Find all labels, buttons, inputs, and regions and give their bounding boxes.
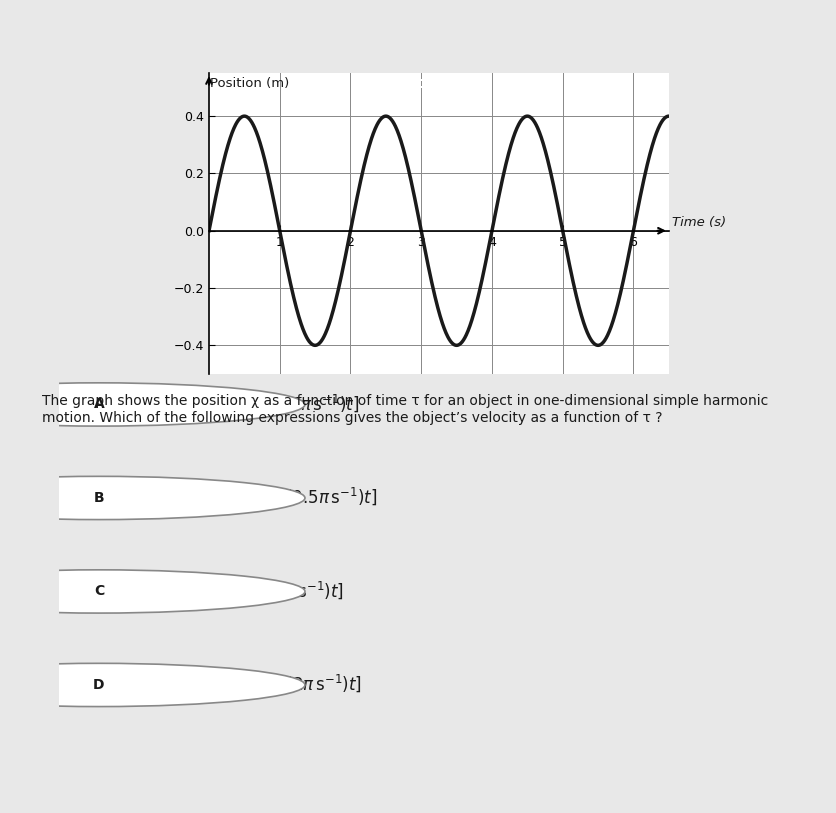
Text: B: B bbox=[94, 491, 104, 505]
Text: motion. Which of the following expressions gives the object’s velocity as a func: motion. Which of the following expressio… bbox=[42, 411, 662, 424]
Text: 5 minutes left.: 5 minutes left. bbox=[357, 76, 482, 91]
Text: Position (m): Position (m) bbox=[210, 77, 289, 90]
Circle shape bbox=[0, 570, 305, 613]
Text: $\left(0.2\pi\,\frac{\mathrm{m}}{\mathrm{s}}\right)\sin\left[(0.5\pi\,\mathrm{s}: $\left(0.2\pi\,\frac{\mathrm{m}}{\mathrm… bbox=[169, 392, 359, 417]
Text: A: A bbox=[94, 398, 104, 411]
Text: $-\left(0.2\pi\,\frac{\mathrm{m}}{\mathrm{s}}\right)\cos\left[(0.5\pi\,\mathrm{s: $-\left(0.2\pi\,\frac{\mathrm{m}}{\mathr… bbox=[169, 485, 377, 511]
Text: Time (s): Time (s) bbox=[672, 216, 726, 229]
Text: The graph shows the position χ as a function of time τ for an object in one-dime: The graph shows the position χ as a func… bbox=[42, 394, 768, 408]
Circle shape bbox=[0, 663, 305, 706]
Text: D: D bbox=[94, 678, 104, 692]
Text: $\left(0.8\pi\,\frac{\mathrm{m}}{\mathrm{s}}\right)\sin\left[(2\pi\,\mathrm{s}^{: $\left(0.8\pi\,\frac{\mathrm{m}}{\mathrm… bbox=[169, 579, 344, 604]
Text: C: C bbox=[94, 585, 104, 598]
Circle shape bbox=[0, 476, 305, 520]
Text: X: X bbox=[539, 76, 551, 91]
Circle shape bbox=[0, 383, 305, 426]
Text: $-\left(0.8\pi\,\frac{\mathrm{m}}{\mathrm{s}}\right)\cos\left[(2\pi\,\mathrm{s}^: $-\left(0.8\pi\,\frac{\mathrm{m}}{\mathr… bbox=[169, 672, 362, 698]
